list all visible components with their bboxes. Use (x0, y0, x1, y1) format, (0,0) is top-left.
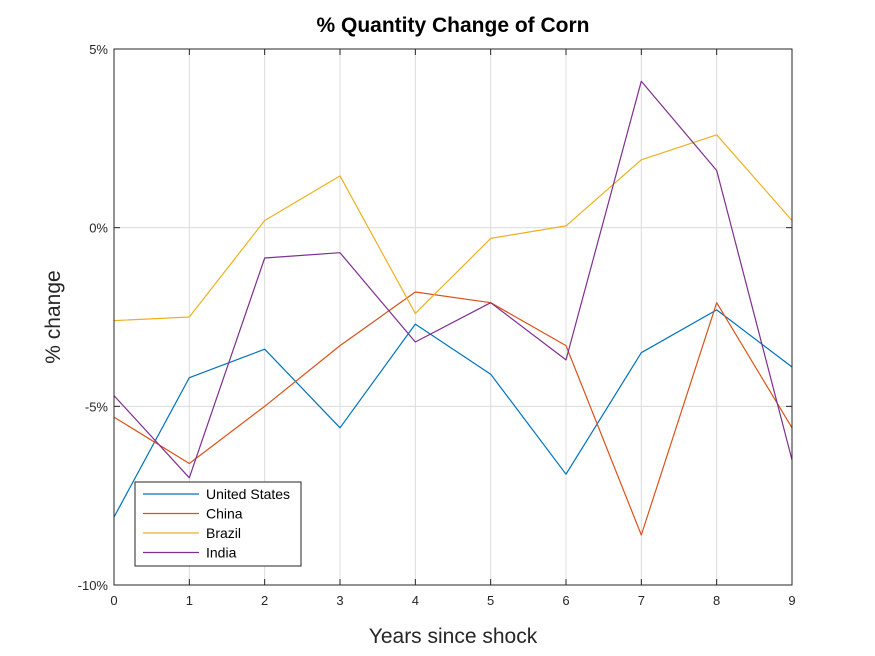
series-line-india (113, 80, 793, 479)
legend: United States China Brazil India (134, 481, 302, 567)
series-line-united-states (113, 309, 793, 518)
series-line-brazil (113, 134, 793, 322)
x-tick-label: 9 (788, 593, 795, 608)
series-lines (113, 80, 793, 536)
x-tick-label: 0 (110, 593, 117, 608)
x-tick-label: 7 (638, 593, 645, 608)
chart-title: % Quantity Change of Corn (317, 14, 590, 37)
x-tick-label: 4 (412, 593, 419, 608)
x-tick-label: 1 (186, 593, 193, 608)
y-axis-label: % change (42, 270, 65, 363)
x-tick-label: 5 (487, 593, 494, 608)
series-line-china (113, 291, 793, 536)
legend-label-united-states: United States (206, 486, 290, 502)
y-tick-label: -10% (78, 578, 109, 593)
y-tick-label: -5% (85, 399, 109, 414)
legend-label-india: India (206, 545, 237, 561)
y-tick-label: 0% (89, 221, 108, 236)
x-axis-label: Years since shock (369, 625, 538, 648)
x-tick-label: 3 (336, 593, 343, 608)
plot-frame (113, 48, 793, 586)
x-tick-label: 8 (713, 593, 720, 608)
y-tick-label: 5% (89, 42, 108, 57)
legend-label-china: China (206, 506, 243, 522)
x-tick-label: 2 (261, 593, 268, 608)
x-tick-label: 6 (562, 593, 569, 608)
legend-label-brazil: Brazil (206, 525, 241, 541)
axis-ticks: 0 1 2 3 4 5 6 7 8 9 5% 0% -5% -10% (78, 42, 796, 608)
